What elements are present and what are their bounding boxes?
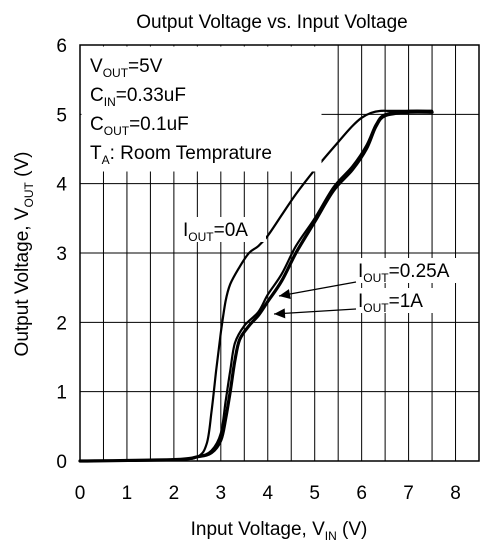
x-tick-label: 6 — [356, 483, 367, 504]
x-axis-label-sub: IN — [325, 529, 337, 543]
series-label-3-sub: OUT — [363, 301, 389, 315]
series-label-3-main: I — [358, 291, 363, 312]
series-label-1-main: I — [183, 220, 188, 241]
condition-4-main: T — [90, 143, 102, 164]
y-axis-ticks: 0 1 2 3 4 5 6 — [56, 36, 67, 473]
condition-1: VOUT=5V — [90, 56, 163, 80]
y-axis-label: Output Voltage, VOUT (V) — [12, 152, 36, 357]
x-axis-label: Input Voltage, VIN (V) — [191, 519, 368, 543]
condition-4: TA: Room Temprature — [90, 143, 272, 167]
condition-3-tail: =0.1uF — [129, 114, 189, 135]
plot-border — [79, 44, 480, 462]
series-label-background — [355, 288, 445, 313]
condition-1-tail: =5V — [128, 56, 163, 77]
y-tick-label: 6 — [56, 36, 67, 57]
series-label-1-sub: OUT — [188, 230, 214, 244]
x-tick-label: 2 — [169, 483, 180, 504]
condition-2-main: C — [90, 85, 104, 106]
series-label-2-main: I — [358, 261, 363, 282]
x-tick-label: 0 — [75, 483, 86, 504]
plot-frame — [79, 44, 480, 462]
y-tick-label: 5 — [56, 105, 67, 126]
series-layer — [78, 109, 434, 463]
condition-2-sub: IN — [104, 95, 116, 109]
series-label-1: IOUT=0A — [183, 220, 248, 244]
x-tick-label: 1 — [122, 483, 133, 504]
condition-4-tail: : Room Temprature — [110, 143, 272, 164]
chart-title: Output Voltage vs. Input Voltage — [136, 12, 407, 33]
series-label-2: IOUT=0.25A — [358, 261, 450, 285]
y-axis-label-tail: (V) — [12, 152, 33, 183]
condition-3-sub: OUT — [104, 124, 130, 138]
series-label-3: IOUT=1A — [358, 291, 423, 315]
condition-2: CIN=0.33uF — [90, 85, 186, 109]
arrow-1a-shaft — [273, 308, 357, 315]
series-label-2-tail: =0.25A — [389, 261, 450, 282]
condition-1-sub: OUT — [103, 66, 129, 80]
series-label-2-sub: OUT — [363, 271, 389, 285]
y-tick-label: 3 — [56, 244, 67, 265]
x-axis-ticks: 0 1 2 3 4 5 6 7 8 — [75, 483, 461, 504]
y-tick-label: 0 — [56, 452, 67, 473]
y-tick-label: 4 — [56, 175, 67, 196]
x-tick-label: 4 — [262, 483, 273, 504]
x-axis-label-main: Input Voltage, V — [191, 519, 325, 540]
y-axis-label-main: Output Voltage, V — [12, 207, 33, 356]
series-label-3-tail: =1A — [389, 291, 424, 312]
conditions-background — [81, 46, 322, 172]
series-label-background — [180, 217, 266, 242]
x-tick-label: 8 — [450, 483, 461, 504]
arrow-0p25a-head — [279, 289, 291, 299]
condition-2-tail: =0.33uF — [116, 85, 186, 106]
condition-4-sub: A — [102, 153, 110, 167]
series-line-iout-1a — [78, 110, 434, 463]
series-label-1-tail: =0A — [214, 220, 249, 241]
x-tick-label: 7 — [403, 483, 414, 504]
arrow-0p25a-shaft — [278, 281, 357, 297]
condition-3: COUT=0.1uF — [90, 114, 189, 138]
arrow-1a-head — [274, 308, 286, 319]
series-label-background — [355, 258, 471, 283]
condition-3-main: C — [90, 114, 104, 135]
y-axis-label-sub: OUT — [22, 182, 36, 208]
x-axis-label-tail: (V) — [337, 519, 368, 540]
y-tick-label: 2 — [56, 313, 67, 334]
x-tick-label: 5 — [309, 483, 320, 504]
series-line-iout-0a — [78, 109, 434, 463]
condition-1-main: V — [90, 56, 103, 77]
y-tick-label: 1 — [56, 383, 67, 404]
x-tick-label: 3 — [216, 483, 227, 504]
